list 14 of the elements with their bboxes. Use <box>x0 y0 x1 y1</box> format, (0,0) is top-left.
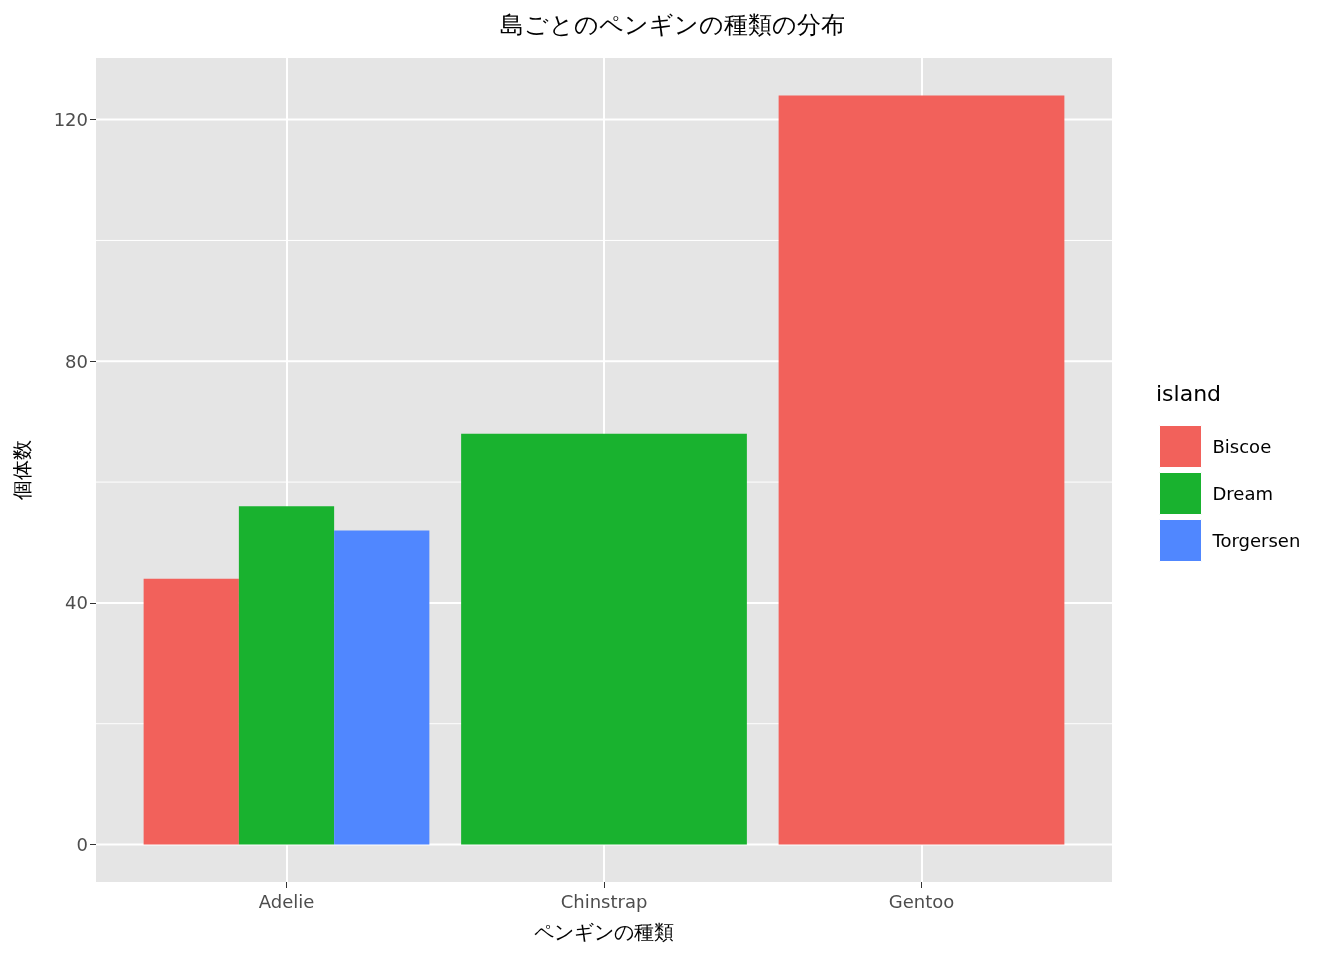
legend-label: Biscoe <box>1212 436 1272 457</box>
y-tick-label: 40 <box>65 592 88 614</box>
x-axis-title: ペンギンの種類 <box>534 920 674 944</box>
y-tick-label: 120 <box>53 109 88 131</box>
y-tick-label: 80 <box>65 350 88 372</box>
chart-title: 島ごとのペンギンの種類の分布 <box>499 11 845 39</box>
legend-label: Dream <box>1212 483 1274 504</box>
x-tick-label: Gentoo <box>888 890 955 912</box>
x-tick-label: Adelie <box>258 890 315 912</box>
legend-title: island <box>1156 380 1222 406</box>
y-tick-label: 0 <box>76 834 88 856</box>
x-tick-label: Chinstrap <box>560 890 648 912</box>
y-axis-title: 個体数 <box>10 440 34 500</box>
legend-label: Torgersen <box>1211 530 1301 551</box>
